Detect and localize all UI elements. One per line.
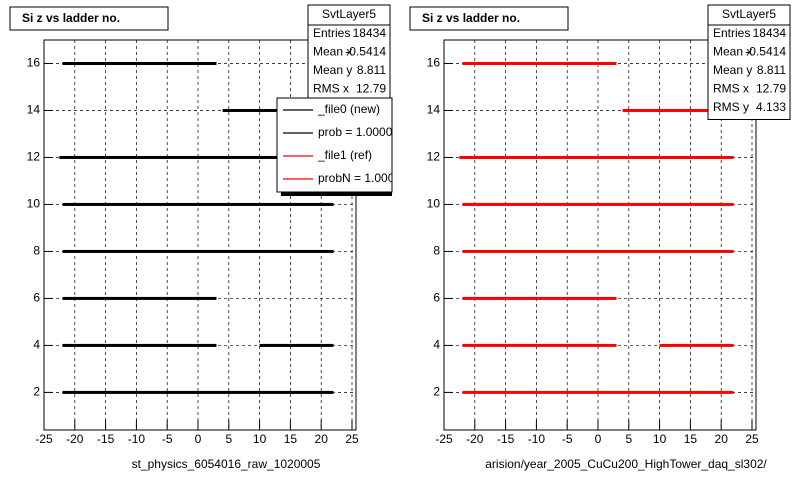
point-band [62, 202, 334, 206]
point-band [459, 155, 734, 159]
x-tick-label: -25 [435, 432, 453, 446]
stats-title: SvtLayer5 [322, 7, 376, 21]
stats-title: SvtLayer5 [722, 7, 776, 21]
stats-label: Entries [713, 26, 750, 40]
legend-box [276, 97, 393, 193]
y-tick-label: 14 [427, 103, 441, 117]
y-tick-label: 2 [33, 385, 40, 399]
stats-value: 18434 [353, 26, 387, 40]
legend-label: _file0 (new) [317, 102, 380, 116]
x-tick-label: 20 [315, 432, 329, 446]
y-tick-label: 4 [33, 338, 40, 352]
point-band [462, 249, 734, 253]
x-tick-label: 5 [625, 432, 632, 446]
y-tick-label: 12 [427, 150, 441, 164]
stats-value: -0.5414 [345, 45, 386, 59]
stats-label: Mean x [313, 45, 352, 59]
stats-box [307, 4, 391, 102]
chart-title: Si z vs ladder no. [422, 11, 520, 25]
point-band [62, 390, 334, 394]
chart-title: Si z vs ladder no. [22, 11, 120, 25]
stats-label: Mean y [713, 63, 752, 77]
x-tick-label: 5 [225, 432, 232, 446]
stats-value: 12.79 [756, 82, 786, 96]
point-band [462, 343, 617, 347]
x-tick-label: -5 [562, 432, 573, 446]
stats-label: Mean x [713, 45, 752, 59]
point-band [659, 343, 734, 347]
x-tick-label: 0 [595, 432, 602, 446]
point-band [462, 390, 734, 394]
title-box [9, 6, 169, 31]
y-tick-label: 4 [433, 338, 440, 352]
stats-box [707, 4, 791, 120]
frame [443, 39, 757, 431]
stats-label: Mean y [313, 63, 352, 77]
point-band [259, 343, 334, 347]
y-tick-label: 14 [27, 103, 41, 117]
y-tick-label: 10 [427, 197, 441, 211]
point-band [59, 155, 334, 159]
point-band [62, 249, 334, 253]
y-tick-label: 12 [27, 150, 41, 164]
legend-label: prob = 1.00000 [318, 125, 399, 139]
y-tick-label: 6 [433, 291, 440, 305]
stats-value: 4.133 [756, 100, 786, 114]
stats-value: 12.79 [356, 82, 386, 96]
x-tick-label: 0 [195, 432, 202, 446]
y-tick-label: 8 [33, 244, 40, 258]
stats-label: RMS x [713, 82, 749, 96]
x-tick-label: 15 [284, 432, 298, 446]
y-tick-label: 10 [27, 197, 41, 211]
legend: _file0 (new) prob = 1.00000 _file1 (ref) pr… [283, 102, 408, 185]
x-tick-label: 10 [253, 432, 267, 446]
x-tick-label: -20 [66, 432, 84, 446]
point-band [462, 61, 617, 65]
y-tick-label: 6 [33, 291, 40, 305]
x-tick-label: -5 [162, 432, 173, 446]
stats-label: RMS y [713, 100, 749, 114]
x-tick-label: -20 [466, 432, 484, 446]
x-tick-label: -15 [497, 432, 515, 446]
point-band [62, 296, 217, 300]
point-band [462, 202, 734, 206]
y-tick-label: 16 [427, 56, 441, 70]
x-tick-label: 20 [715, 432, 729, 446]
point-band [462, 296, 617, 300]
x-tick-label: -25 [35, 432, 53, 446]
x-axis-title: st_physics_6054016_raw_1020005 [132, 457, 321, 471]
x-tick-label: 10 [653, 432, 667, 446]
x-tick-label: -10 [528, 432, 546, 446]
y-tick-label: 8 [433, 244, 440, 258]
stats-value: 8.811 [357, 63, 386, 77]
point-band [62, 343, 217, 347]
x-tick-label: -10 [128, 432, 146, 446]
title-box [409, 6, 569, 31]
y-tick-label: 2 [433, 385, 440, 399]
point-band [62, 61, 217, 65]
stats-label: RMS x [313, 82, 349, 96]
stats-label: Entries [313, 26, 350, 40]
y-tick-label: 16 [27, 56, 41, 70]
x-tick-label: -15 [97, 432, 115, 446]
legend-label: _file1 (ref) [317, 148, 372, 162]
x-tick-label: 25 [345, 432, 359, 446]
stats-value: 18434 [753, 26, 787, 40]
x-tick-label: 15 [684, 432, 698, 446]
point-band [622, 108, 734, 112]
x-axis-title: arision/year_2005_CuCu200_HighTower_daq_… [485, 457, 767, 471]
stats-value: 8.811 [757, 63, 786, 77]
x-tick-label: 25 [745, 432, 759, 446]
legend-label: probN = 1.00000 [318, 171, 408, 185]
stats-value: -0.5414 [745, 45, 786, 59]
